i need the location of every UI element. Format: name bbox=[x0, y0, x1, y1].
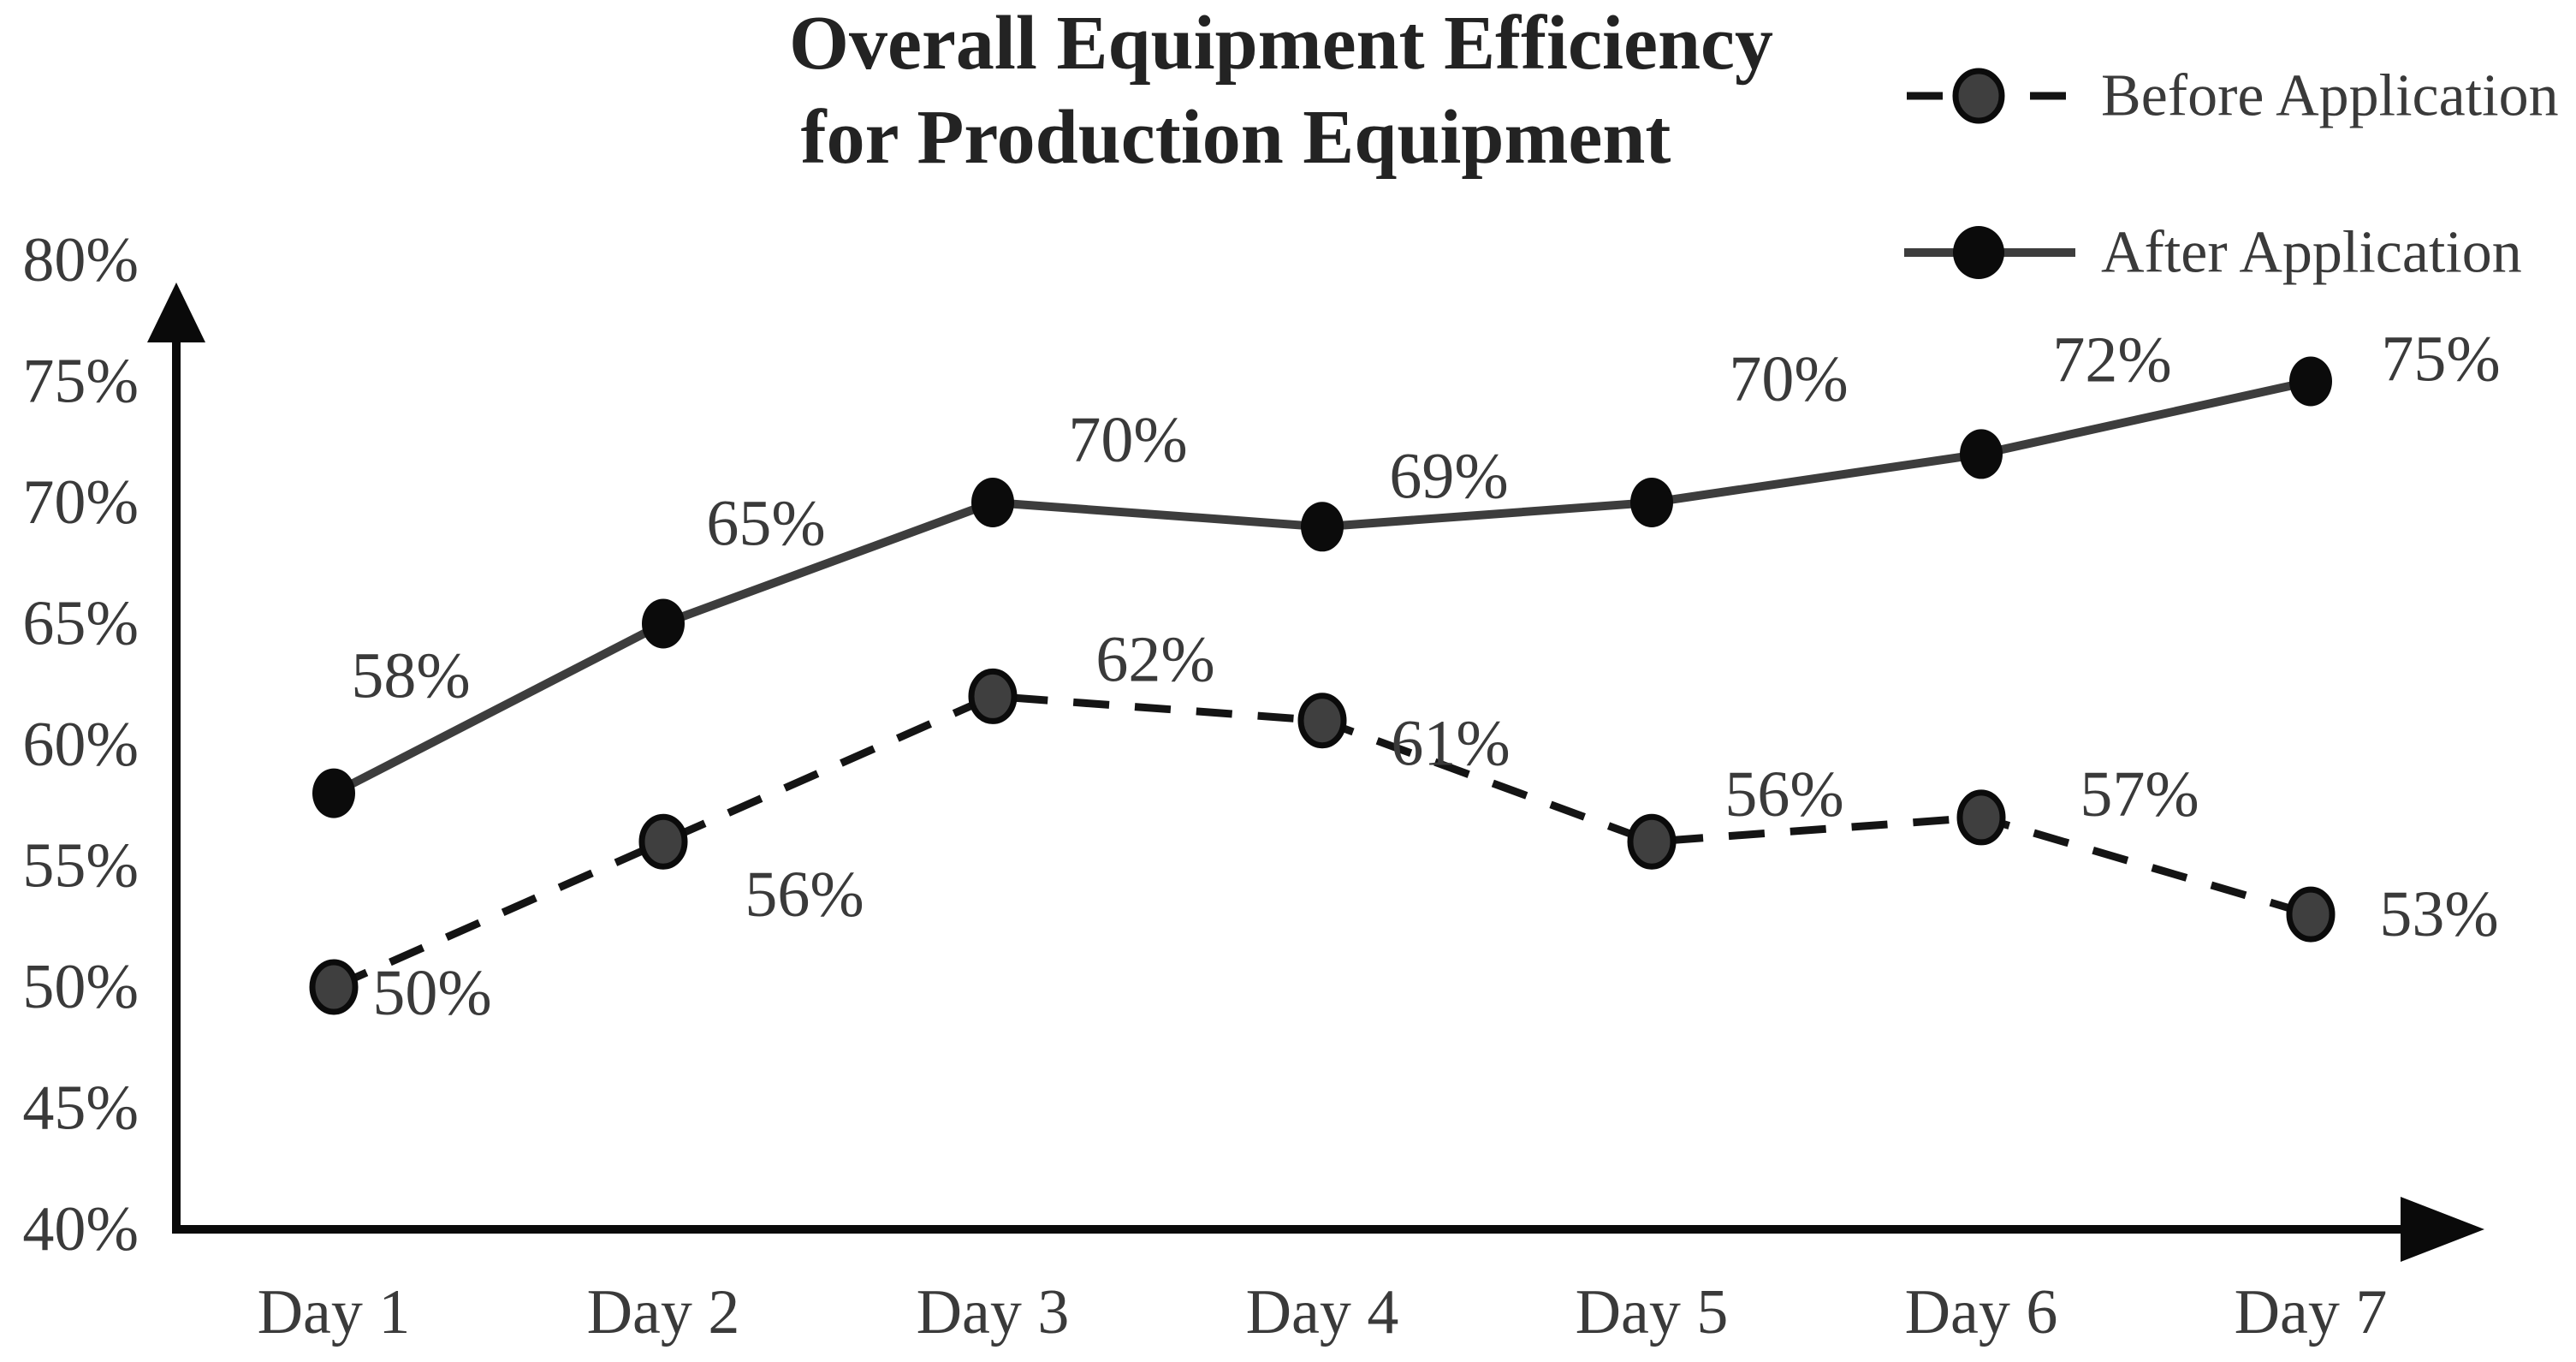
data-point-marker-after-application bbox=[312, 768, 355, 818]
legend-after-marker-icon bbox=[1953, 226, 2004, 279]
y-tick-label: 60% bbox=[22, 710, 139, 780]
data-point-label-before-application: 53% bbox=[2379, 878, 2498, 950]
y-axis-tick-labels: 80% 75% 70% 65% 60% 55% 50% 45% 40% bbox=[22, 225, 139, 1264]
legend-item-before: Before Application bbox=[1907, 63, 2559, 129]
x-tick-label: Day 5 bbox=[1576, 1277, 1729, 1347]
y-tick-label: 75% bbox=[22, 347, 139, 417]
y-tick-label: 45% bbox=[22, 1074, 139, 1144]
data-point-marker-before-application bbox=[309, 959, 359, 1015]
x-axis-tick-labels: Day 1 Day 2 Day 3 Day 4 Day 5 Day 6 Day 7 bbox=[258, 1277, 2388, 1347]
x-axis bbox=[173, 1197, 2484, 1262]
series-layer: 50% 56% 62% 61% 56% 57% 53% 58% 65% 70% 69% 70% 72% 7… bbox=[309, 324, 2501, 1029]
data-point-label-before-application: 56% bbox=[745, 859, 864, 931]
data-point-label-before-application: 50% bbox=[372, 957, 491, 1029]
data-point-marker-after-application bbox=[971, 478, 1014, 527]
legend: Before Application After Application bbox=[1904, 63, 2559, 286]
legend-before-marker-icon bbox=[1952, 68, 2005, 124]
x-tick-label: Day 4 bbox=[1246, 1277, 1399, 1347]
y-axis-arrowhead-icon bbox=[147, 283, 205, 342]
chart-title-line2: for Production Equipment bbox=[801, 95, 1671, 180]
data-point-label-after-application: 58% bbox=[351, 640, 470, 712]
chart-title: Overall Equipment Efficiency for Product… bbox=[789, 1, 1773, 180]
y-tick-label: 80% bbox=[22, 225, 139, 295]
data-point-marker-before-application bbox=[2286, 886, 2336, 943]
y-tick-label: 40% bbox=[22, 1194, 139, 1264]
y-axis bbox=[147, 283, 205, 1234]
data-point-label-after-application: 65% bbox=[706, 488, 825, 560]
y-tick-label: 50% bbox=[22, 952, 139, 1022]
data-point-marker-before-application bbox=[1297, 693, 1347, 749]
y-tick-label: 55% bbox=[22, 831, 139, 901]
data-point-label-after-application: 70% bbox=[1068, 404, 1187, 476]
legend-after-label: After Application bbox=[2101, 220, 2522, 286]
legend-before-label: Before Application bbox=[2101, 63, 2559, 129]
data-point-label-after-application: 75% bbox=[2381, 324, 2500, 396]
data-point-marker-after-application bbox=[1630, 478, 1673, 527]
data-point-marker-after-application bbox=[1960, 429, 2003, 479]
data-point-label-after-application: 70% bbox=[1729, 343, 1848, 415]
data-point-marker-before-application bbox=[1956, 789, 2006, 846]
data-point-label-after-application: 72% bbox=[2052, 324, 2171, 396]
data-point-marker-after-application bbox=[642, 598, 685, 649]
x-tick-label: Day 1 bbox=[258, 1277, 411, 1347]
chart-title-line1: Overall Equipment Efficiency bbox=[789, 1, 1773, 86]
series-before-application: 50% 56% 62% 61% 56% 57% 53% bbox=[309, 623, 2499, 1029]
data-point-label-before-application: 56% bbox=[1724, 758, 1843, 830]
data-point-marker-before-application bbox=[1627, 813, 1677, 870]
x-tick-label: Day 6 bbox=[1905, 1277, 2058, 1347]
legend-item-after: After Application bbox=[1904, 220, 2522, 286]
y-tick-label: 70% bbox=[22, 467, 139, 538]
series-after-application: 58% 65% 70% 69% 70% 72% 75% bbox=[312, 324, 2501, 818]
data-point-label-before-application: 61% bbox=[1391, 708, 1510, 780]
x-tick-label: Day 2 bbox=[587, 1277, 740, 1347]
data-point-marker-after-application bbox=[1301, 502, 1344, 552]
data-point-marker-before-application bbox=[968, 668, 1018, 724]
data-point-label-after-application: 69% bbox=[1389, 440, 1508, 512]
data-point-marker-after-application bbox=[2289, 356, 2332, 407]
x-tick-label: Day 7 bbox=[2235, 1277, 2388, 1347]
x-axis-arrowhead-icon bbox=[2401, 1197, 2484, 1262]
data-point-label-before-application: 62% bbox=[1095, 623, 1214, 695]
data-point-label-before-application: 57% bbox=[2080, 758, 2199, 830]
y-tick-label: 65% bbox=[22, 589, 139, 659]
data-point-marker-before-application bbox=[638, 813, 688, 870]
x-tick-label: Day 3 bbox=[917, 1277, 1070, 1347]
